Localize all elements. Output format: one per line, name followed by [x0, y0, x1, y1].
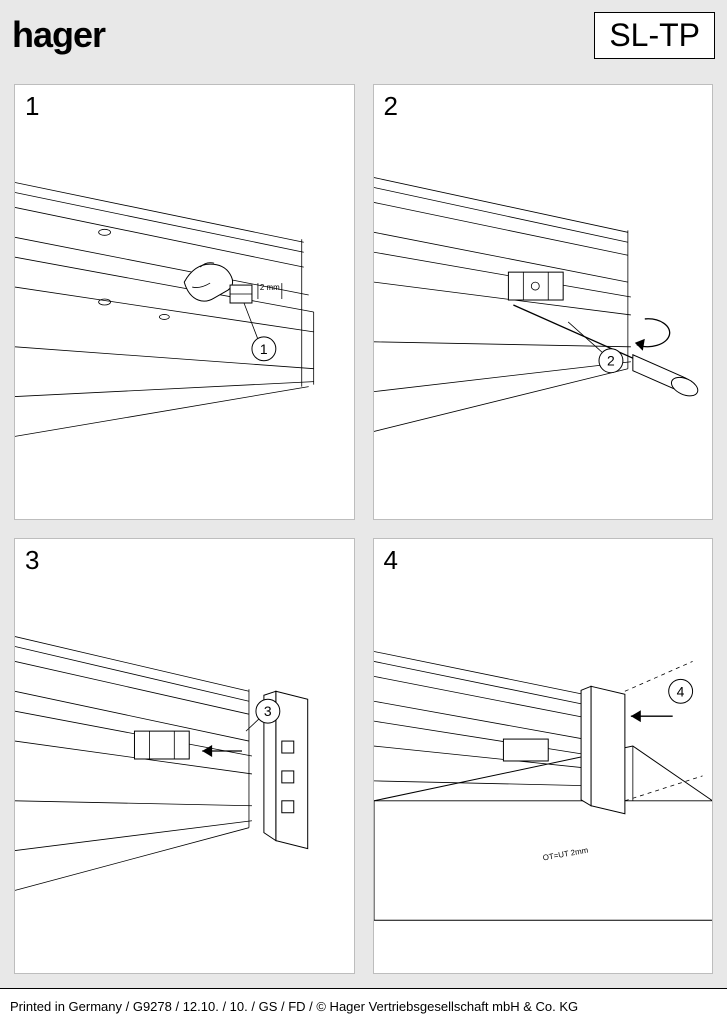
- callout-4: 4: [676, 683, 684, 699]
- step-panel-4: 4 OT=UT 2mm: [373, 538, 714, 974]
- step-number-3: 3: [25, 545, 39, 576]
- step-panel-2: 2: [373, 84, 714, 520]
- dimension-label-1: 2 mm: [260, 283, 280, 292]
- footer: Printed in Germany / G9278 / 12.10. / 10…: [0, 988, 727, 1024]
- callout-3: 3: [264, 703, 272, 719]
- footer-text: Printed in Germany / G9278 / 12.10. / 10…: [10, 999, 578, 1014]
- step-4-diagram: OT=UT 2mm 4: [374, 539, 713, 973]
- product-code: SL-TP: [594, 12, 715, 59]
- step-panel-3: 3: [14, 538, 355, 974]
- step-number-4: 4: [384, 545, 398, 576]
- step-1-diagram: 2 mm 1: [15, 85, 354, 519]
- callout-1: 1: [260, 341, 268, 357]
- header: hager SL-TP: [0, 0, 727, 70]
- step-2-diagram: 2: [374, 85, 713, 519]
- step-number-2: 2: [384, 91, 398, 122]
- step-3-diagram: 3: [15, 539, 354, 973]
- callout-2: 2: [606, 353, 614, 369]
- instruction-grid: 1 2 mm: [0, 70, 727, 988]
- step-number-1: 1: [25, 91, 39, 122]
- step-panel-1: 1 2 mm: [14, 84, 355, 520]
- brand-logo: hager: [12, 14, 105, 56]
